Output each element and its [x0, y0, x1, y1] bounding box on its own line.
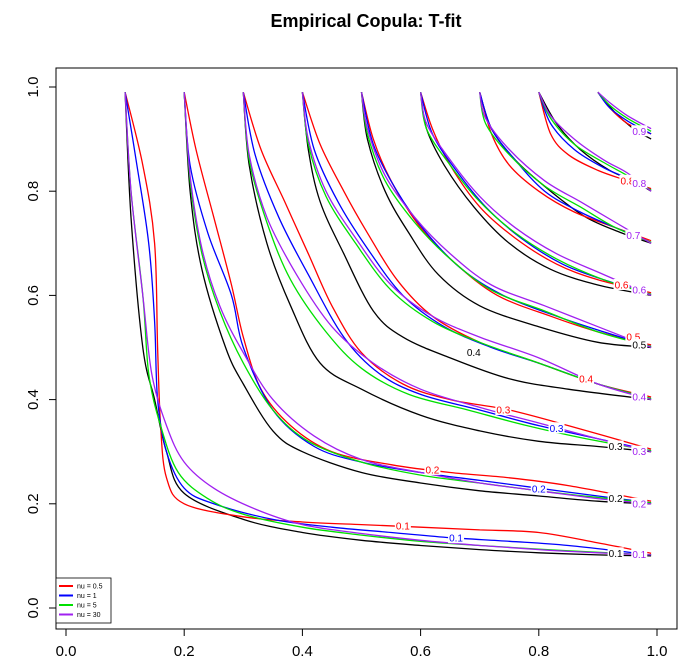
contour-label-bg: [607, 492, 624, 504]
contour-label-bg: [548, 422, 565, 434]
contour-label-bg: [631, 445, 648, 457]
chart-title: Empirical Copula: T-fit: [270, 11, 461, 31]
contour-label: 0.3: [609, 442, 623, 453]
contour-nu-30-level-0-1: [124, 92, 652, 556]
contour-label: 0.2: [632, 499, 646, 510]
contour-nu-5-level-0-5: [360, 92, 652, 348]
contour-nu-30-level-0-4: [301, 92, 652, 401]
contour-nu-30-level-0-3: [242, 92, 652, 453]
contour-label-bg: [607, 440, 624, 452]
contour-label-bg: [607, 547, 624, 559]
contour-label: 0.8: [620, 176, 634, 187]
legend-label: nu = 30: [77, 612, 101, 619]
x-tick-label: 0.0: [56, 643, 77, 660]
contour-label: 0.3: [550, 424, 564, 435]
contour-label: 0.1: [609, 549, 623, 560]
contour-label: 0.6: [615, 280, 629, 291]
x-tick-label: 0.6: [410, 643, 431, 660]
contour-label-bg: [631, 177, 648, 189]
contour-nu-5-level-0-4: [301, 92, 652, 400]
contour-label: 0.4: [579, 374, 593, 385]
contour-empirical-level-0-1: [124, 92, 652, 557]
contour-nu-5-level-0-7: [479, 92, 652, 243]
contour-label: 0.5: [632, 340, 646, 351]
contour-label: 0.1: [396, 522, 410, 533]
contour-nu-30-level-0-9: [597, 91, 652, 130]
contour-label: 0.1: [632, 550, 646, 561]
contour-label: 0.2: [532, 485, 546, 496]
plot-frame: [55, 67, 678, 630]
contour-label-bg: [631, 125, 648, 137]
x-tick-label: 0.8: [528, 643, 549, 660]
contour-lines: [124, 91, 652, 557]
y-tick-label: 1.0: [25, 77, 42, 98]
contour-nu-0-5-level-0-8: [538, 92, 652, 190]
y-tick-label: 0.8: [25, 181, 42, 202]
contour-nu-1-level-0-3: [242, 92, 652, 452]
contour-label-bg: [631, 338, 648, 350]
contour-nu-30-level-0-8: [538, 91, 652, 192]
contour-label: 0.5: [626, 333, 640, 344]
contour-label-bg: [613, 278, 630, 290]
x-tick-label: 1.0: [647, 643, 668, 660]
contour-label-bg: [465, 346, 482, 358]
contour-label-bg: [578, 372, 595, 384]
legend-label: nu = 5: [77, 603, 97, 610]
y-tick-label: 0.6: [25, 285, 42, 306]
contour-nu-30-level-0-7: [479, 92, 652, 244]
contour-label: 0.8: [632, 179, 646, 190]
contour-label-bg: [530, 483, 547, 495]
contour-label-bg: [625, 229, 642, 241]
x-tick-label: 0.2: [174, 643, 195, 660]
y-tick-label: 0.4: [25, 389, 42, 410]
contour-empirical-level-0-3: [242, 92, 652, 453]
contour-label: 0.3: [632, 447, 646, 458]
y-tick-label: 0.2: [25, 493, 42, 514]
contour-label: 0.4: [632, 392, 646, 403]
x-axis: 0.0 0.2 0.4 0.6 0.8 1.0: [56, 629, 668, 660]
contour-label-bg: [495, 404, 512, 416]
contour-label-bg: [631, 497, 648, 509]
contour-label: 0.9: [632, 127, 646, 138]
legend-label: nu = 1: [77, 593, 97, 600]
contour-empirical-level-0-4: [301, 92, 652, 401]
contour-label-bg: [424, 463, 441, 475]
contour-empirical-level-0-2: [183, 92, 652, 505]
legend: nu = 0.5 nu = 1 nu = 5 nu = 30: [55, 577, 112, 624]
contour-nu-5-level-0-6: [419, 92, 652, 296]
contour-label-bg: [631, 390, 648, 402]
contour-label: 0.7: [626, 231, 640, 242]
contour-label-bg: [631, 548, 648, 560]
contour-nu-0-5-level-0-3: [242, 92, 652, 450]
contour-label-bg: [448, 532, 465, 544]
contour-label-bg: [631, 284, 648, 296]
contour-nu-30-level-0-6: [419, 92, 652, 296]
contour-nu-0-5-level-0-6: [419, 91, 652, 294]
contour-label: 0.3: [496, 406, 510, 417]
contour-nu-0-5-level-0-2: [183, 92, 652, 502]
contour-label-bg: [394, 520, 411, 532]
contour-empirical-level-0-5: [360, 92, 652, 349]
y-axis: 0.0 0.2 0.4 0.6 0.8 1.0: [25, 77, 56, 619]
contour-nu-1-level-0-5: [360, 92, 652, 348]
contour-empirical-level-0-6: [419, 92, 652, 297]
contour-nu-0-5-level-0-1: [124, 92, 652, 554]
contour-labels: 0.1 0.1 0.1 0.1 0.2 0.2 0.2 0.2 0.3 0.3 0.3 0.3 0.4 0…: [394, 125, 648, 561]
contour-label: 0.2: [425, 465, 439, 476]
contour-nu-1-level-0-1: [124, 92, 652, 556]
contour-label: 0.6: [632, 286, 646, 297]
legend-label: nu = 0.5: [77, 584, 103, 591]
y-tick-label: 0.0: [25, 598, 42, 619]
contour-label-bg: [619, 174, 636, 186]
contour-label: 0.1: [449, 534, 463, 545]
contour-nu-30-level-0-5: [360, 92, 652, 349]
contour-label-bg: [625, 331, 642, 343]
contour-label: 0.2: [609, 494, 623, 505]
x-tick-label: 0.4: [292, 643, 313, 660]
contour-nu-5-level-0-3: [242, 92, 652, 452]
contour-label: 0.4: [467, 348, 481, 359]
